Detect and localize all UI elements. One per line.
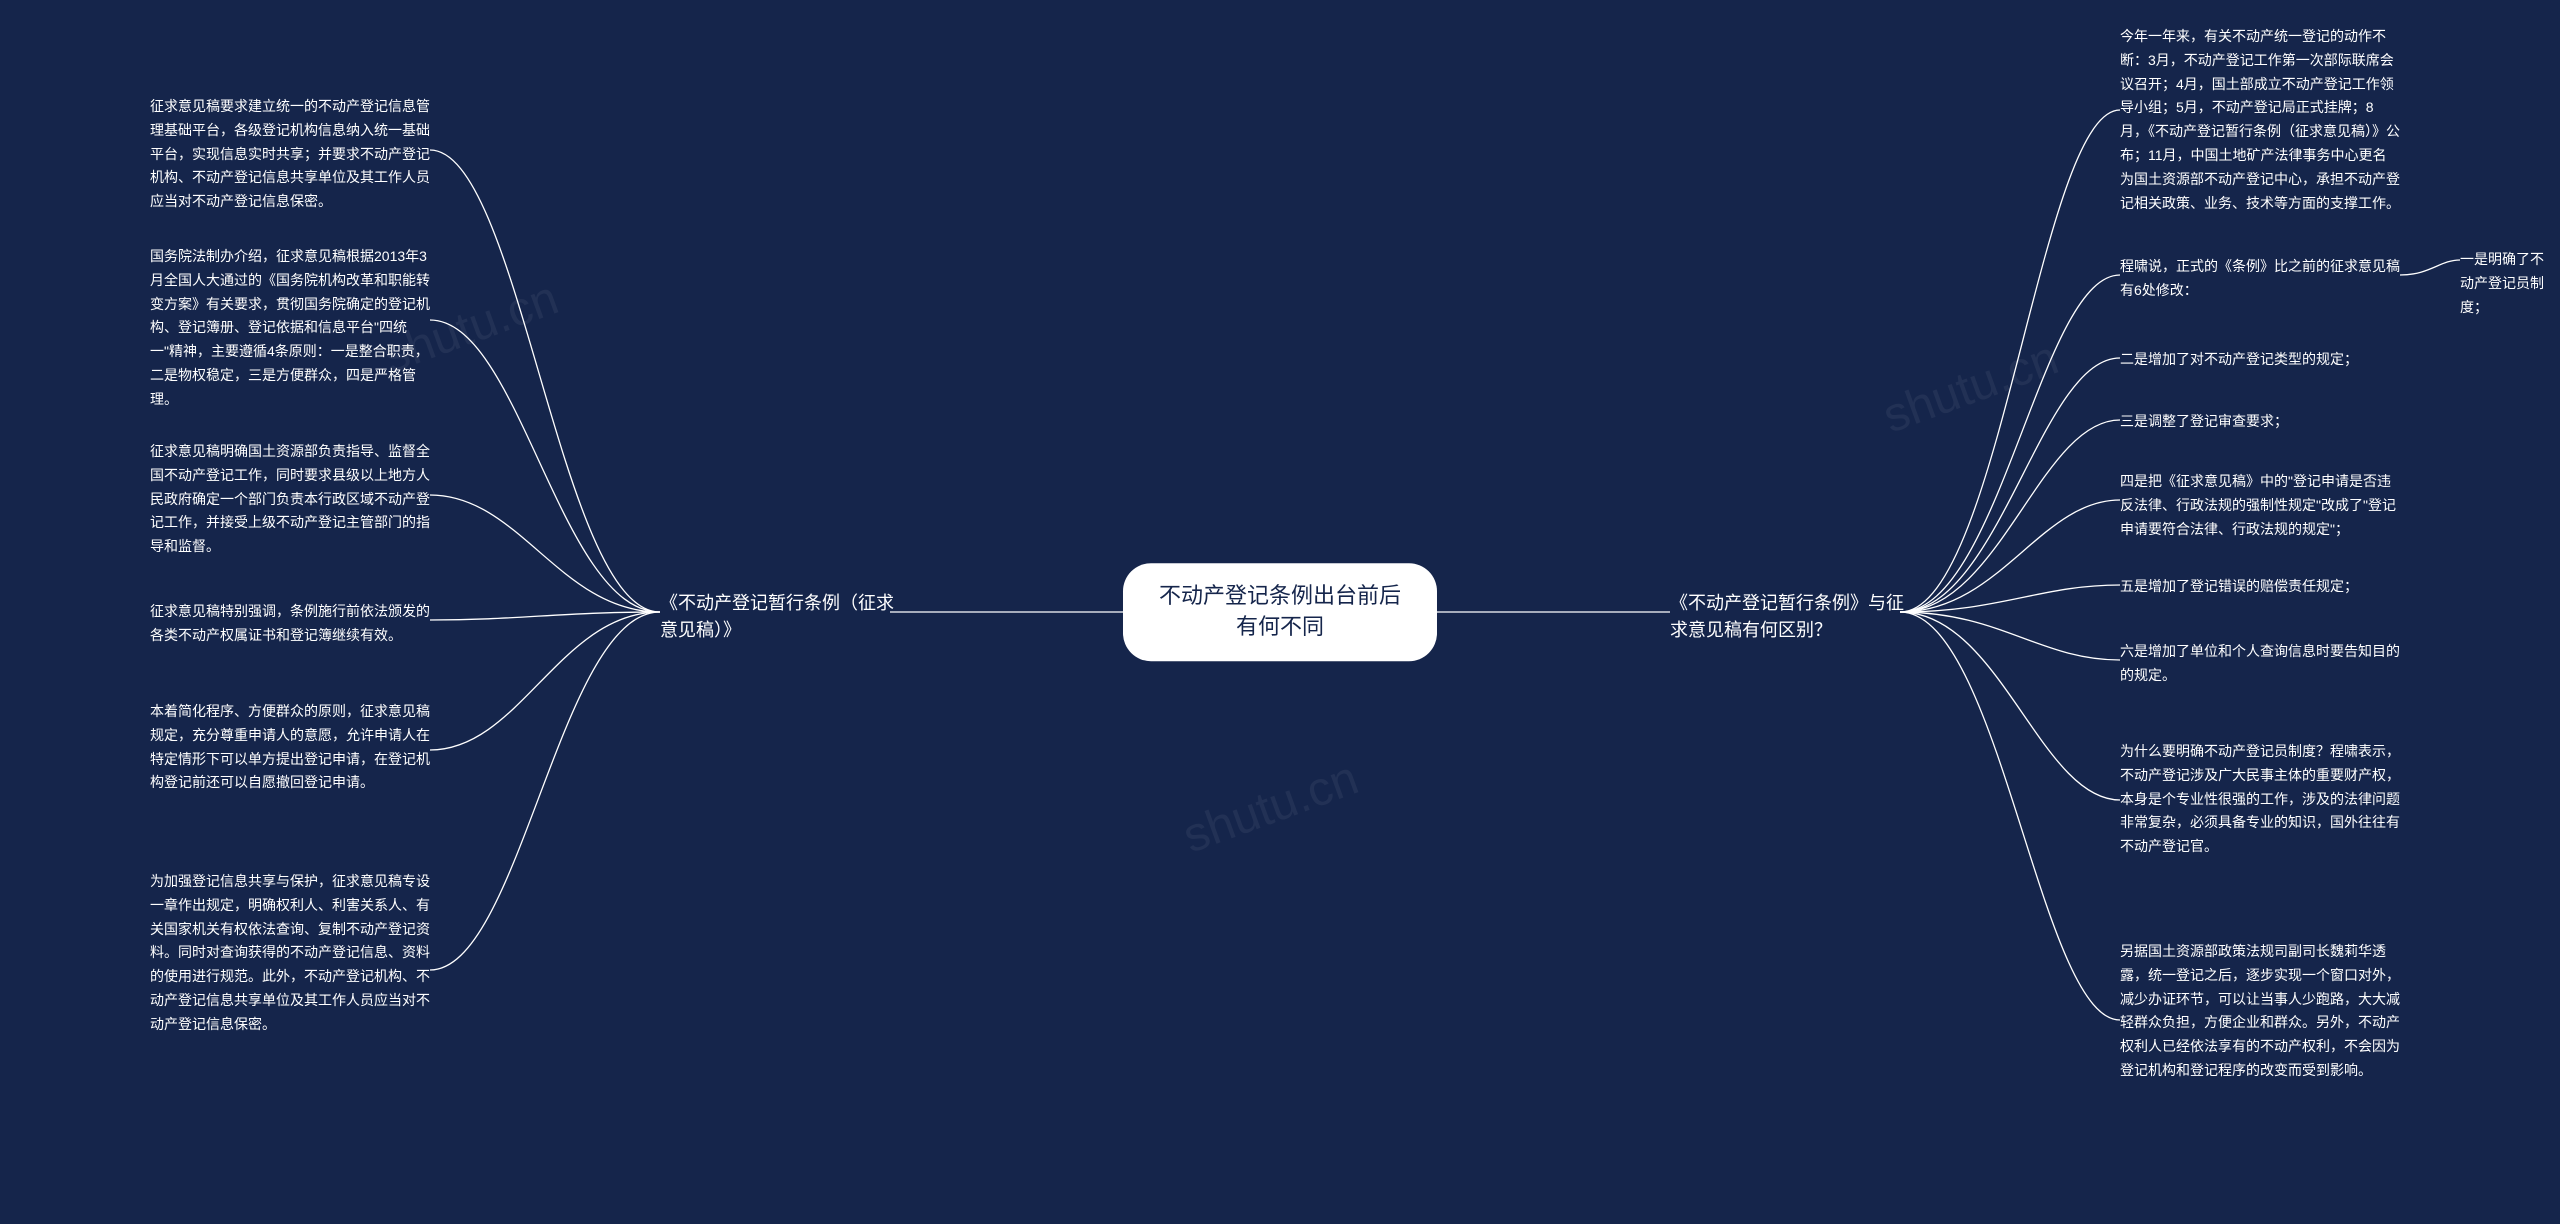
right-leaf-7: 为什么要明确不动产登记员制度？程啸表示，不动产登记涉及广大民事主体的重要财产权，… bbox=[2120, 740, 2400, 859]
right-leaf-5: 五是增加了登记错误的赔偿责任规定； bbox=[2120, 575, 2358, 599]
left-leaf-1: 国务院法制办介绍，征求意见稿根据2013年3月全国人大通过的《国务院机构改革和职… bbox=[150, 245, 430, 412]
watermark: shutu.cn bbox=[1176, 751, 1365, 865]
right-leaf-8: 另据国土资源部政策法规司副司长魏莉华透露，统一登记之后，逐步实现一个窗口对外，减… bbox=[2120, 940, 2400, 1083]
right-leaf-1-sub: 一是明确了不动产登记员制度； bbox=[2460, 248, 2550, 319]
left-leaf-5: 为加强登记信息共享与保护，征求意见稿专设一章作出规定，明确权利人、利害关系人、有… bbox=[150, 870, 430, 1037]
watermark: shutu.cn bbox=[1876, 331, 2065, 445]
center-node: 不动产登记条例出台前后 有何不同 bbox=[1123, 563, 1437, 661]
right-leaf-4: 四是把《征求意见稿》中的"登记申请是否违反法律、行政法规的强制性规定"改成了"登… bbox=[2120, 470, 2400, 541]
right-leaf-6: 六是增加了单位和个人查询信息时要告知目的的规定。 bbox=[2120, 640, 2400, 688]
left-leaf-0: 征求意见稿要求建立统一的不动产登记信息管理基础平台，各级登记机构信息纳入统一基础… bbox=[150, 95, 430, 214]
right-leaf-1: 程啸说，正式的《条例》比之前的征求意见稿有6处修改： bbox=[2120, 255, 2400, 303]
left-leaf-4: 本着简化程序、方便群众的原则，征求意见稿规定，充分尊重申请人的意愿，允许申请人在… bbox=[150, 700, 430, 795]
right-branch-label: 《不动产登记暂行条例》与征求意见稿有何区别？ bbox=[1670, 590, 1910, 644]
right-leaf-0: 今年一年来，有关不动产统一登记的动作不断：3月，不动产登记工作第一次部际联席会议… bbox=[2120, 25, 2400, 215]
left-branch-label: 《不动产登记暂行条例（征求意见稿）》 bbox=[660, 590, 900, 644]
center-title-line1: 不动产登记条例出台前后 bbox=[1159, 581, 1401, 612]
left-leaf-3: 征求意见稿特别强调，条例施行前依法颁发的各类不动产权属证书和登记簿继续有效。 bbox=[150, 600, 430, 648]
center-title-line2: 有何不同 bbox=[1159, 612, 1401, 643]
right-leaf-3: 三是调整了登记审查要求； bbox=[2120, 410, 2288, 434]
left-leaf-2: 征求意见稿明确国土资源部负责指导、监督全国不动产登记工作，同时要求县级以上地方人… bbox=[150, 440, 430, 559]
right-leaf-2: 二是增加了对不动产登记类型的规定； bbox=[2120, 348, 2358, 372]
